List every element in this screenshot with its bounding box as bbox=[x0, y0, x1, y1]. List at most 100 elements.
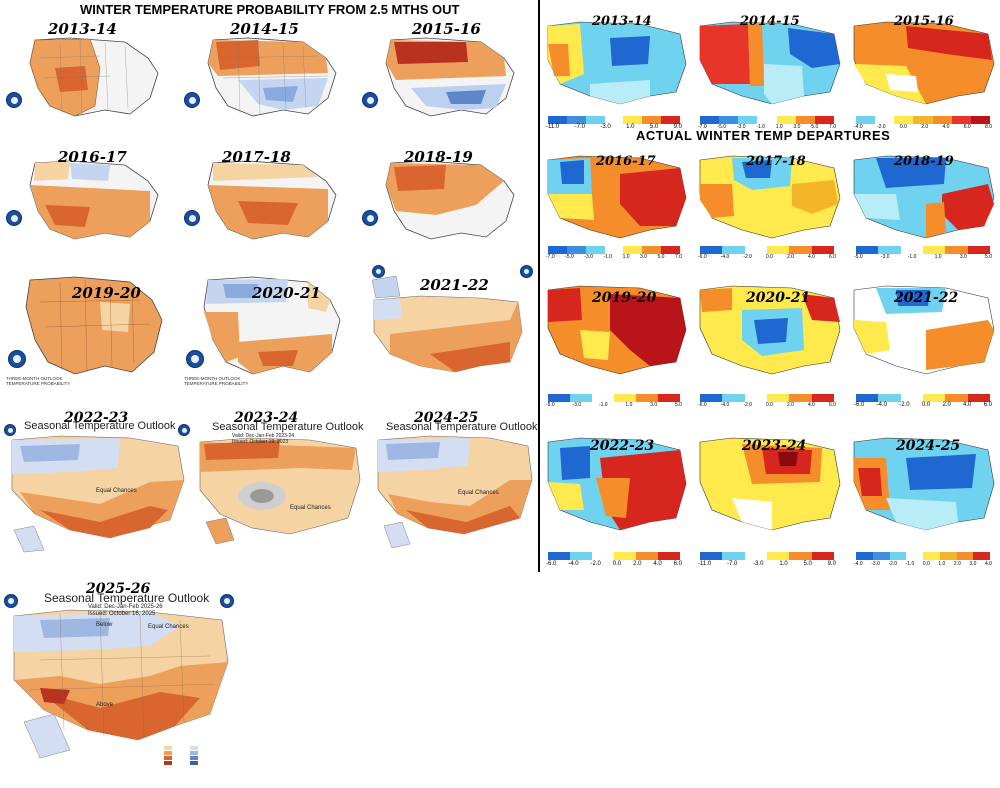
outlook-year-label: 2017-18 bbox=[222, 148, 291, 166]
departure-year-label: 2013-14 bbox=[592, 14, 652, 29]
color-scale bbox=[548, 116, 681, 124]
departure-year-label: 2014-15 bbox=[740, 14, 800, 29]
nws-logo-icon bbox=[520, 265, 533, 278]
departure-map-2021-22 bbox=[846, 270, 1000, 400]
scale-ticks: -6.0 -4.0 -2.0 0.0 2.0 4.0 6.0 bbox=[546, 561, 682, 567]
nws-logo-icon bbox=[178, 424, 190, 436]
outlook-map-2020-21 bbox=[178, 262, 356, 402]
departure-map-2022-23 bbox=[540, 418, 690, 558]
scale-ticks: -5.0 -3.0 -1.0 1.0 3.0 5.0 bbox=[546, 402, 682, 408]
valid-date: Valid: Dec-Jan-Feb 2023-24 bbox=[232, 433, 295, 439]
scale-ticks: -6.0 -4.0 -2.0 0.0 2.0 4.0 6.0 bbox=[698, 254, 836, 260]
center-divider bbox=[538, 0, 540, 572]
scale-ticks: -11.0 -7.0 -3.0 1.0 5.0 9.0 bbox=[546, 124, 682, 130]
departure-year-label: 2024-25 bbox=[896, 438, 961, 454]
valid-date: Valid: Dec-Jan-Feb 2025-26 bbox=[88, 604, 163, 610]
equal-chances-label: Equal Chances bbox=[290, 505, 331, 511]
departure-year-label: 2016-17 bbox=[596, 154, 656, 169]
color-scale bbox=[548, 394, 680, 402]
color-scale bbox=[856, 116, 990, 124]
scale-ticks: -11.0 -7.0 -3.0 1.0 5.0 9.0 bbox=[698, 561, 836, 567]
outlook-year-label: 2022-23 bbox=[64, 410, 129, 426]
noaa-logo-icon bbox=[184, 92, 200, 108]
noaa-logo-icon bbox=[8, 350, 26, 368]
departure-year-label: 2023-24 bbox=[742, 438, 807, 454]
noaa-logo-icon bbox=[372, 265, 385, 278]
outlook-year-label: 2013-14 bbox=[48, 20, 117, 38]
outlook-map-2013-14 bbox=[0, 18, 178, 138]
scale-ticks: -6.0 -4.0 -2.0 0.0 2.0 4.0 6.0 bbox=[698, 402, 836, 408]
noaa-logo-icon bbox=[6, 92, 22, 108]
left-title: WINTER TEMPERATURE PROBABILITY FROM 2.5 … bbox=[80, 2, 460, 17]
outlook-caption: THREE-MONTH OUTLOOK TEMPERATURE PROBABIL… bbox=[184, 376, 249, 386]
color-scale bbox=[856, 246, 990, 254]
outlook-map-2023-24 bbox=[190, 410, 370, 568]
probability-legend bbox=[160, 740, 220, 784]
departure-map-2016-17 bbox=[540, 144, 690, 254]
departure-year-label: 2021-22 bbox=[894, 290, 959, 306]
outlook-map-2022-23 bbox=[0, 410, 190, 568]
color-scale bbox=[856, 394, 990, 402]
outlook-heading: Seasonal Temperature Outlook bbox=[44, 591, 210, 605]
outlook-caption: THREE-MONTH OUTLOOK TEMPERATURE PROBABIL… bbox=[6, 376, 71, 386]
noaa-logo-icon bbox=[4, 594, 18, 608]
departure-map-2013-14 bbox=[540, 4, 690, 122]
departure-year-label: 2015-16 bbox=[894, 14, 954, 29]
departure-map-2019-20 bbox=[540, 270, 690, 400]
departure-year-label: 2018-19 bbox=[894, 154, 954, 169]
scale-ticks: -7.0 -5.0 -3.0 -1.0 1.0 3.0 5.0 7.0 bbox=[698, 124, 836, 130]
outlook-year-label: 2020-21 bbox=[252, 284, 321, 302]
scale-ticks: -6.0 -4.0 -2.0 0.0 2.0 4.0 6.0 bbox=[854, 402, 992, 408]
outlook-year-label: 2016-17 bbox=[58, 148, 127, 166]
scale-ticks: -4.0 -2.0 0.0 2.0 4.0 6.0 8.0 bbox=[854, 124, 992, 130]
equal-chances-label: Equal Chances bbox=[96, 488, 137, 494]
outlook-map-2025-26 bbox=[0, 580, 236, 788]
outlook-map-2014-15 bbox=[178, 18, 356, 138]
color-scale bbox=[700, 552, 834, 560]
departure-year-label: 2019-20 bbox=[592, 290, 657, 306]
departure-year-label: 2022-23 bbox=[590, 438, 655, 454]
noaa-logo-icon bbox=[6, 210, 22, 226]
issued-date: Issued: October 19, 2023 bbox=[232, 439, 289, 445]
outlook-map-2016-17 bbox=[0, 145, 178, 260]
outlook-map-2019-20 bbox=[0, 262, 178, 402]
outlook-heading: Seasonal Temperature Outlook bbox=[24, 420, 176, 432]
outlook-year-label: 2023-24 bbox=[234, 410, 299, 426]
outlook-year-label: 2018-19 bbox=[404, 148, 473, 166]
departure-map-2024-25 bbox=[846, 418, 1000, 558]
equal-chances-label: Equal Chances bbox=[458, 490, 499, 496]
outlook-map-2024-25 bbox=[370, 410, 538, 568]
outlook-map-2015-16 bbox=[356, 18, 538, 138]
color-scale bbox=[700, 394, 834, 402]
scale-ticks: -7.0 -5.0 -3.0 -1.0 1.0 3.0 5.0 7.0 bbox=[546, 254, 682, 260]
departure-map-2017-18 bbox=[692, 144, 844, 254]
outlook-map-2021-22 bbox=[360, 262, 538, 402]
departure-map-2020-21 bbox=[692, 270, 844, 400]
color-scale bbox=[856, 552, 990, 560]
departure-map-2014-15 bbox=[692, 4, 844, 122]
equal-chances-label: Equal Chances bbox=[148, 624, 189, 630]
issued-date: Issued: October 16, 2025 bbox=[88, 611, 156, 617]
outlook-map-2017-18 bbox=[178, 145, 356, 260]
outlook-year-label: 2025-26 bbox=[86, 581, 151, 597]
noaa-logo-icon bbox=[362, 92, 378, 108]
noaa-logo-icon bbox=[362, 210, 378, 226]
departure-map-2023-24 bbox=[692, 418, 844, 558]
color-scale bbox=[700, 246, 834, 254]
outlook-heading: Seasonal Temperature Outlook bbox=[212, 421, 364, 433]
color-scale bbox=[700, 116, 834, 124]
noaa-logo-icon bbox=[4, 424, 16, 436]
noaa-logo-icon bbox=[186, 350, 204, 368]
outlook-year-label: 2024-25 bbox=[414, 410, 479, 426]
noaa-logo-icon bbox=[184, 210, 200, 226]
scale-ticks: -4.0 -3.0 -2.0 -1.0 0.0 1.0 2.0 3.0 4.0 bbox=[854, 561, 992, 567]
departure-map-2015-16 bbox=[846, 4, 1000, 122]
color-scale bbox=[548, 552, 680, 560]
outlook-year-label: 2015-16 bbox=[412, 20, 481, 38]
outlook-year-label: 2021-22 bbox=[420, 276, 489, 294]
departure-year-label: 2017-18 bbox=[746, 154, 806, 169]
departure-map-2018-19 bbox=[846, 144, 1000, 254]
outlook-year-label: 2019-20 bbox=[72, 284, 141, 302]
outlook-heading: Seasonal Temperature Outlook bbox=[386, 421, 538, 433]
color-scale bbox=[548, 246, 681, 254]
